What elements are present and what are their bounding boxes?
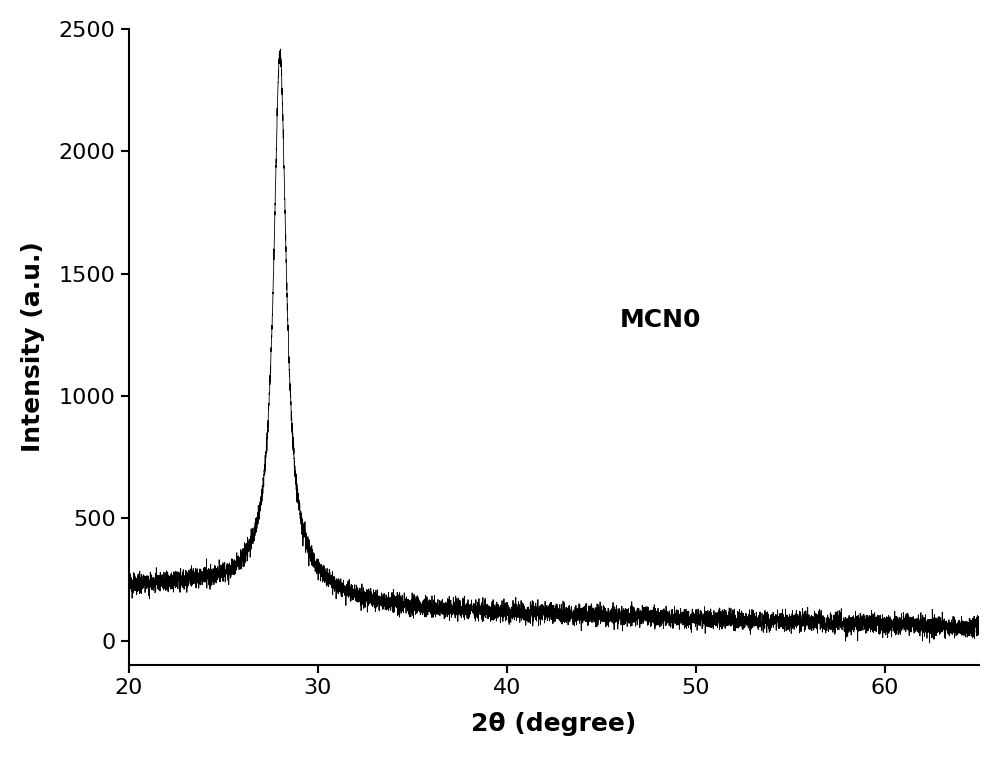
X-axis label: 2θ (degree): 2θ (degree) <box>471 712 637 736</box>
Text: MCN0: MCN0 <box>620 308 702 332</box>
Y-axis label: Intensity (a.u.): Intensity (a.u.) <box>21 241 45 453</box>
